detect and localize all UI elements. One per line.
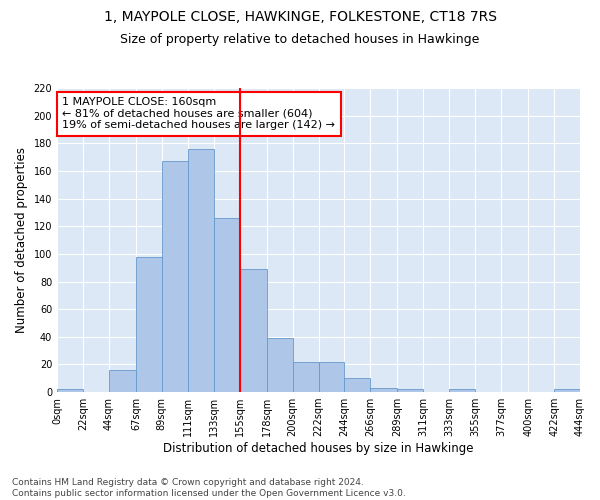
Bar bbox=[554, 390, 580, 392]
Bar bbox=[57, 390, 83, 392]
Bar bbox=[293, 362, 319, 392]
Bar bbox=[266, 338, 293, 392]
Bar bbox=[214, 218, 239, 392]
Bar bbox=[239, 269, 266, 392]
Text: Contains HM Land Registry data © Crown copyright and database right 2024.
Contai: Contains HM Land Registry data © Crown c… bbox=[12, 478, 406, 498]
Bar bbox=[109, 370, 136, 392]
Text: 1, MAYPOLE CLOSE, HAWKINGE, FOLKESTONE, CT18 7RS: 1, MAYPOLE CLOSE, HAWKINGE, FOLKESTONE, … bbox=[104, 10, 497, 24]
Text: 1 MAYPOLE CLOSE: 160sqm
← 81% of detached houses are smaller (604)
19% of semi-d: 1 MAYPOLE CLOSE: 160sqm ← 81% of detache… bbox=[62, 97, 335, 130]
Bar bbox=[397, 390, 424, 392]
Y-axis label: Number of detached properties: Number of detached properties bbox=[15, 147, 28, 333]
Bar bbox=[370, 388, 397, 392]
Bar bbox=[319, 362, 344, 392]
Text: Size of property relative to detached houses in Hawkinge: Size of property relative to detached ho… bbox=[121, 32, 479, 46]
X-axis label: Distribution of detached houses by size in Hawkinge: Distribution of detached houses by size … bbox=[163, 442, 474, 455]
Bar bbox=[344, 378, 370, 392]
Bar bbox=[136, 256, 162, 392]
Bar bbox=[188, 149, 214, 392]
Bar bbox=[162, 162, 188, 392]
Bar bbox=[449, 390, 475, 392]
